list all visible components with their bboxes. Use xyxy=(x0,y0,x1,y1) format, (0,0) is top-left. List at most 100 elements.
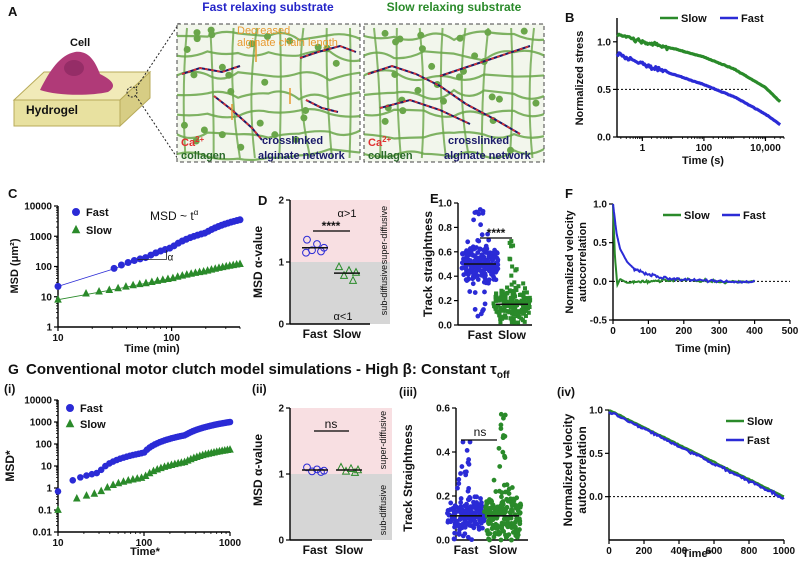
collagen-node xyxy=(484,28,492,36)
data-point xyxy=(463,277,469,283)
data-point xyxy=(54,505,62,513)
crosslinked-label: alginate network xyxy=(444,150,532,162)
y-tick-label: 10 xyxy=(41,292,53,303)
collagen-node xyxy=(381,29,389,37)
data-point xyxy=(303,463,311,472)
category-label: Fast xyxy=(303,327,328,341)
data-point xyxy=(308,467,316,476)
data-point xyxy=(517,516,522,522)
x-axis-label: Time* xyxy=(682,548,712,560)
data-point xyxy=(458,471,463,476)
data-point xyxy=(95,286,103,295)
y-axis-label: autocorrelation xyxy=(577,222,589,302)
data-point xyxy=(476,526,482,532)
data-point xyxy=(470,244,476,250)
x-tick-label: 1000 xyxy=(773,546,796,557)
x-tick-label: 100 xyxy=(640,326,657,337)
y-tick-label: 0.6 xyxy=(438,247,452,258)
data-point xyxy=(466,457,472,462)
data-point xyxy=(475,237,481,243)
data-point xyxy=(492,304,497,309)
collagen-fiber xyxy=(439,27,447,159)
data-point xyxy=(453,523,458,529)
collagen-node xyxy=(190,71,198,79)
y-tick-label: 1 xyxy=(278,470,284,481)
data-point xyxy=(516,320,521,325)
data-point xyxy=(452,530,458,536)
y-tick-label: 0.5 xyxy=(597,85,611,96)
data-point xyxy=(153,276,162,284)
data-point xyxy=(82,289,90,297)
alginate-chain-ca xyxy=(367,65,521,135)
data-point xyxy=(507,240,512,245)
legend-label: Fast xyxy=(741,13,764,25)
y-tick-label: 1.0 xyxy=(593,200,607,211)
data-point xyxy=(83,472,90,479)
data-point xyxy=(485,231,491,237)
x-tick-label: 100 xyxy=(136,538,153,549)
collagen-node xyxy=(192,137,200,145)
data-point xyxy=(466,249,472,255)
data-point xyxy=(467,494,473,500)
significance-label: **** xyxy=(322,219,341,233)
data-point xyxy=(451,516,457,521)
data-point xyxy=(508,295,513,300)
data-point xyxy=(477,246,483,252)
collagen-fiber xyxy=(418,27,425,159)
data-point xyxy=(482,289,487,295)
data-point xyxy=(504,482,510,488)
collagen-node xyxy=(271,131,279,139)
data-point xyxy=(478,222,484,228)
data-point xyxy=(498,306,503,311)
series-slow xyxy=(612,203,755,289)
data-point xyxy=(505,285,510,290)
data-point xyxy=(509,273,514,278)
data-point xyxy=(511,498,517,503)
data-point xyxy=(54,282,62,290)
panel-letter: (i) xyxy=(4,382,15,396)
data-point xyxy=(236,259,244,268)
data-point xyxy=(484,265,490,270)
data-point xyxy=(130,257,138,265)
collagen-fiber xyxy=(176,70,361,82)
data-point xyxy=(460,515,466,521)
panel-letter: F xyxy=(565,186,573,201)
data-point xyxy=(484,507,489,513)
data-point xyxy=(65,418,75,428)
data-point xyxy=(452,536,457,542)
data-point xyxy=(527,295,532,300)
y-tick-label: 1.0 xyxy=(589,406,603,417)
collagen-node xyxy=(286,37,294,45)
data-point xyxy=(346,463,356,472)
data-point xyxy=(122,282,130,290)
data-point xyxy=(459,265,465,271)
slope-triangle xyxy=(137,250,167,260)
data-point xyxy=(499,494,504,500)
x-tick-label: 600 xyxy=(706,546,723,557)
data-point xyxy=(351,267,361,276)
region-label: α<1 xyxy=(334,311,353,323)
data-point xyxy=(484,528,490,534)
data-point xyxy=(77,474,84,481)
collagen-node xyxy=(471,52,479,60)
y-tick-label: 10 xyxy=(41,462,53,473)
data-point xyxy=(512,280,517,285)
data-point xyxy=(521,281,526,286)
data-point xyxy=(480,208,486,214)
data-point xyxy=(226,445,234,453)
collagen-node xyxy=(256,119,264,127)
data-point xyxy=(477,267,483,273)
data-point xyxy=(462,503,467,509)
collagen-node xyxy=(302,107,310,115)
data-point xyxy=(489,505,494,511)
panel-letter: D xyxy=(258,193,267,208)
x-tick-label: 0 xyxy=(610,326,616,337)
section-title-subscript: off xyxy=(497,370,510,381)
data-point xyxy=(69,476,77,484)
y-axis-label: Normalized velocity xyxy=(564,209,576,313)
data-point xyxy=(483,273,488,278)
data-point xyxy=(497,464,503,469)
data-point xyxy=(54,295,62,303)
x-tick-label: 400 xyxy=(746,326,763,337)
